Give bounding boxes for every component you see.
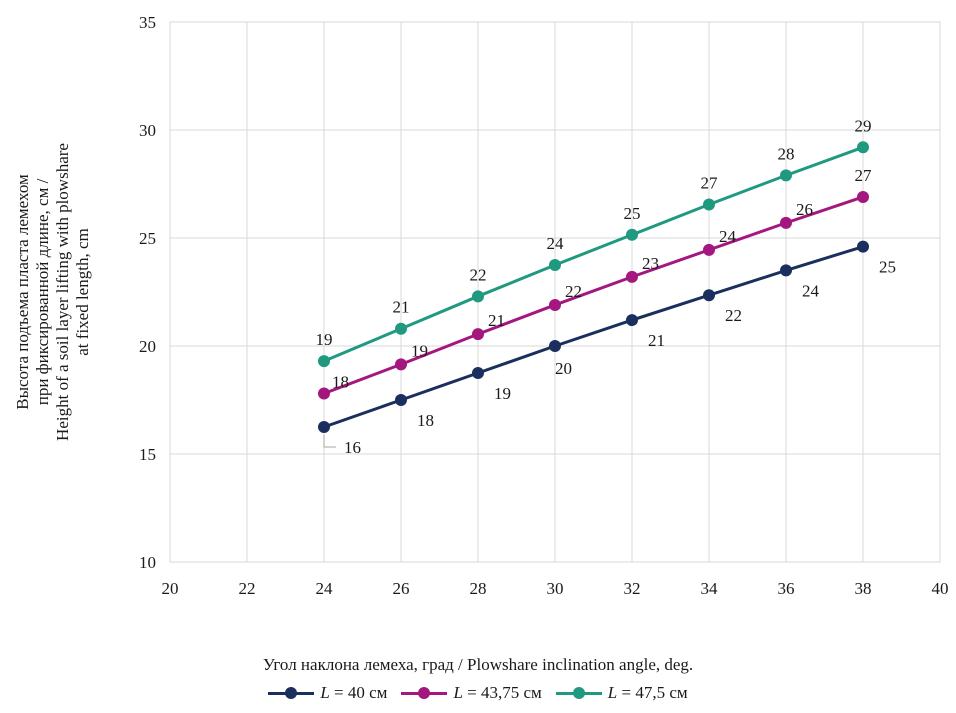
data-point [780,264,792,277]
data-point [395,394,407,406]
y-axis-title: Высота подъема пласта лемехомпри фиксиро… [13,143,92,441]
label-leader-line [323,435,336,448]
data-point [472,290,484,303]
y-tick-label: 30 [139,121,156,140]
x-tick-label: 34 [701,579,719,598]
x-tick-label: 40 [932,579,949,598]
data-point [703,289,715,302]
data-point [857,190,869,203]
legend-item-l43: L = 43,75 см [401,683,542,703]
data-label: 20 [555,359,572,378]
data-label: 22 [725,306,742,325]
data-label: 29 [855,116,872,135]
data-label: 24 [719,227,737,246]
series-line [323,145,864,363]
data-label: 21 [648,331,665,350]
series-0: 16 18 19 20 21 22 24 25 [318,240,896,457]
data-point [395,322,407,335]
data-label: 27 [701,174,719,193]
legend-item-l47: L = 47,5 см [555,683,688,703]
y-axis-title-line: Height of a soil layer lifting with plow… [53,143,72,441]
y-tick-label: 35 [139,13,156,32]
data-point [780,169,792,182]
y-tick-label: 10 [139,553,156,572]
data-label: 19 [494,384,511,403]
x-tick-label: 30 [547,579,564,598]
x-tick-label: 32 [624,579,641,598]
data-point [780,216,792,229]
data-point [472,328,484,341]
x-tick-label: 22 [239,579,256,598]
data-label: 21 [488,311,505,330]
x-tick-label: 20 [162,579,179,598]
data-point [626,228,638,241]
data-label: 21 [393,298,410,317]
legend-swatch-l43 [401,685,448,701]
legend-label-l40: L = 40 см [320,683,388,702]
data-label: 18 [417,411,434,430]
x-tick-label: 28 [470,579,487,598]
x-tick-label: 36 [778,579,795,598]
y-axis-title-line: Высота подъема пласта лемехом [13,174,32,410]
series-1: 18 19 21 22 23 24 26 27 [318,166,872,400]
legend: L = 40 см L = 43,75 см L = 47,5 см [0,683,956,703]
legend-item-l40: L = 40 см [268,683,387,703]
data-point [318,387,330,400]
data-point [318,421,330,433]
series-line [323,245,864,429]
data-point [626,314,638,327]
data-point [703,243,715,256]
series-2: 19 21 22 24 25 27 28 29 [316,116,872,368]
x-tick-label: 38 [855,579,872,598]
y-tick-label: 15 [139,445,156,464]
data-label: 25 [879,258,896,277]
data-label: 24 [802,281,820,300]
legend-swatch-l47 [555,685,602,701]
y-axis-title-line: at fixed length, cm [73,228,92,355]
y-axis-title-line: при фиксированной длине, см / [33,178,52,405]
data-point [703,198,715,211]
data-point [472,367,484,379]
x-axis-title: Угол наклона лемеха, град / Plowshare in… [262,655,694,674]
data-label: 27 [855,166,873,185]
y-tick-label: 20 [139,337,156,356]
data-point [549,298,561,311]
data-label: 24 [547,234,565,253]
data-label: 25 [624,204,641,223]
legend-swatch-l40 [268,685,315,701]
data-label: 22 [565,282,582,301]
data-label: 16 [344,438,361,457]
data-label: 18 [332,373,349,392]
data-point [857,141,869,154]
series-line [323,195,864,395]
data-point [857,240,869,253]
data-point [549,340,561,352]
data-label: 26 [796,200,813,219]
data-label: 19 [316,330,333,349]
data-point [549,259,561,271]
x-tick-label: 24 [316,579,334,598]
data-label: 23 [642,254,659,273]
legend-label-l43: L = 43,75 см [453,683,542,702]
data-point [395,358,407,371]
data-label: 28 [778,144,795,163]
legend-label-l47: L = 47,5 см [607,683,688,702]
data-label: 19 [411,341,428,360]
data-label: 22 [470,265,487,284]
data-point [318,355,330,368]
x-tick-label: 26 [393,579,410,598]
data-point [626,270,638,283]
y-tick-label: 25 [139,229,156,248]
